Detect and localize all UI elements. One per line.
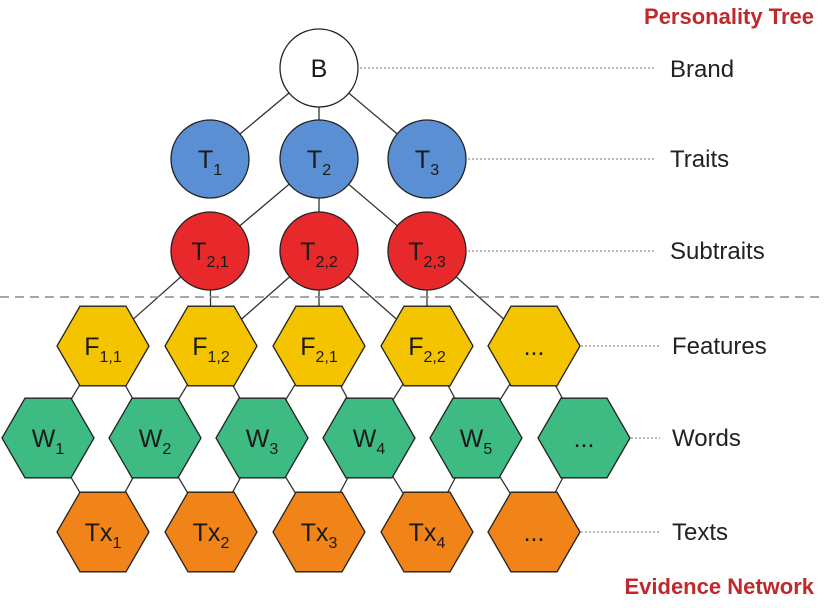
text-node-1-label: Tx1 [85, 519, 122, 552]
feature-node-5-shape [487, 305, 581, 387]
trait-node-2-shape [279, 119, 359, 199]
evidence-network-heading: Evidence Network [624, 574, 814, 599]
feature-node-2-label: F1,2 [192, 333, 230, 366]
text-node-3-label: Tx3 [301, 519, 338, 552]
word-node-2-shape [108, 397, 202, 479]
feature-node-1-label: F1,1 [84, 333, 122, 366]
text-node-5-shape [487, 491, 581, 573]
trait-node-3-shape [387, 119, 467, 199]
feature-node-3-shape [272, 305, 366, 387]
trait-node-1-label: T1 [198, 146, 222, 179]
text-node-1-shape [56, 491, 150, 573]
text-node-4-label: Tx4 [409, 519, 446, 552]
node-layer: B T1 T2 T3 T2,1 T2,2 T2,3 F1,1 F1,2 F2,1 F2,2 ... W1… [1, 28, 631, 573]
subtrait-node-1-shape [170, 211, 250, 291]
text-node-4-shape [380, 491, 474, 573]
trait-node-3-label: T3 [415, 146, 439, 179]
word-node-4-shape [322, 397, 416, 479]
text-node-3-shape [272, 491, 366, 573]
word-node-3-label: W3 [246, 425, 279, 458]
word-node-1-label: W1 [32, 425, 65, 458]
word-node-5-label: W5 [460, 425, 493, 458]
trait-node-1-shape [170, 119, 250, 199]
feature-node-5-label: ... [524, 333, 545, 361]
feature-node-4-shape [380, 305, 474, 387]
word-node-6-label: ... [574, 425, 595, 453]
personality-tree-heading: Personality Tree [644, 4, 814, 29]
row-label-brand: Brand [670, 56, 734, 83]
feature-node-3-label: F2,1 [300, 333, 338, 366]
word-node-3-shape [215, 397, 309, 479]
row-label-texts: Texts [672, 519, 728, 546]
row-label-traits: Traits [670, 146, 729, 173]
subtrait-node-3-label: T2,3 [408, 238, 446, 271]
row-label-subtraits: Subtraits [670, 238, 765, 265]
text-node-2-shape [164, 491, 258, 573]
subtrait-node-2-shape [279, 211, 359, 291]
row-label-words: Words [672, 425, 741, 452]
word-node-6-shape [537, 397, 631, 479]
word-node-4-label: W4 [353, 425, 386, 458]
brand-node-label: B [311, 55, 328, 83]
guide-layer [0, 67, 824, 533]
word-node-1-shape [1, 397, 95, 479]
subtrait-node-1-label: T2,1 [191, 238, 229, 271]
row-label-features: Features [672, 333, 767, 360]
feature-node-1-shape [56, 305, 150, 387]
brand-node-shape [279, 28, 359, 108]
trait-node-2-label: T2 [307, 146, 331, 179]
text-node-5-label: ... [524, 519, 545, 547]
word-node-2-label: W2 [139, 425, 172, 458]
subtrait-node-3-shape [387, 211, 467, 291]
subtrait-node-2-label: T2,2 [300, 238, 338, 271]
text-node-2-label: Tx2 [193, 519, 230, 552]
word-node-5-shape [429, 397, 523, 479]
feature-node-2-shape [164, 305, 258, 387]
feature-node-4-label: F2,2 [408, 333, 446, 366]
